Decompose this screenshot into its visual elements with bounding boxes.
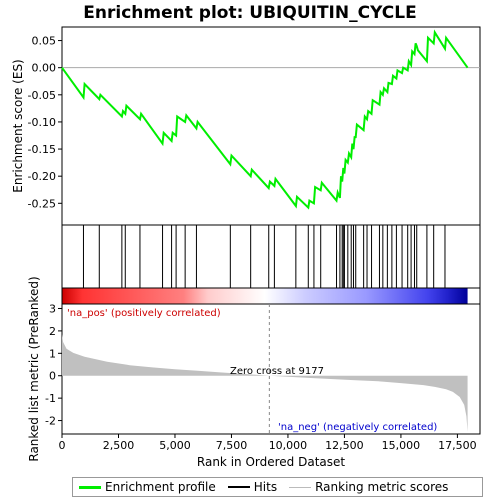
hits-panel xyxy=(61,224,481,289)
es-y-tick-label: -0.15 xyxy=(28,143,56,156)
x-tick-label: 10,000 xyxy=(269,439,308,452)
hit-lines xyxy=(82,225,446,288)
legend-swatch-hits xyxy=(227,486,250,488)
x-tick-label: 0 xyxy=(59,439,66,452)
legend-swatch-enrichment xyxy=(79,485,101,489)
metric-y-ticks: 3 2 1 0 -1 -2 xyxy=(45,302,62,428)
x-ticks: 0 2,500 5,000 7,500 10,000 12,500 15,000 17,500 xyxy=(59,434,477,452)
legend-label-hits: Hits xyxy=(253,480,278,494)
legend-item-enrichment: Enrichment profile xyxy=(79,480,216,494)
x-axis-label: Rank in Ordered Dataset xyxy=(197,455,345,469)
enrichment-profile-line xyxy=(61,29,469,210)
es-y-tick-label: 0.00 xyxy=(32,62,57,75)
chart-title: Enrichment plot: UBIQUITIN_CYCLE xyxy=(83,3,416,23)
legend-item-hits: Hits xyxy=(227,480,278,494)
x-tick-label: 2,500 xyxy=(103,439,135,452)
x-tick-label: 5,000 xyxy=(159,439,191,452)
x-tick-label: 15,000 xyxy=(382,439,421,452)
zero-cross-label: Zero cross at 9177 xyxy=(230,366,324,377)
es-y-axis-label: Enrichment score (ES) xyxy=(11,59,25,192)
rank-color-bar xyxy=(61,287,481,305)
metric-y-tick-label: 0 xyxy=(49,370,56,383)
legend-label-enrichment: Enrichment profile xyxy=(105,480,216,494)
hits-panel-frame xyxy=(61,224,481,289)
es-panel-frame xyxy=(61,26,481,226)
metric-y-tick-label: -1 xyxy=(45,392,56,405)
x-tick-label: 7,500 xyxy=(216,439,248,452)
legend-label-ranking: Ranking metric scores xyxy=(315,480,449,494)
metric-panel: 3 2 1 0 -1 -2 0 2,500 5,000 7,500 10,000 12,500 15,… xyxy=(27,276,481,469)
metric-y-axis-label: Ranked list metric (PreRanked) xyxy=(27,276,41,461)
x-tick-label: 12,500 xyxy=(325,439,364,452)
x-tick-label: 17,500 xyxy=(438,439,477,452)
es-y-tick-label: -0.20 xyxy=(28,170,56,183)
neg-correlated-label: 'na_neg' (negatively correlated) xyxy=(278,422,437,433)
metric-y-tick-label: 1 xyxy=(49,347,56,360)
es-y-tick-label: -0.05 xyxy=(28,89,56,102)
color-gradient-strip xyxy=(62,288,468,304)
legend-item-ranking: Ranking metric scores xyxy=(289,480,448,494)
es-panel: 0.05 0.00 -0.05 -0.10 -0.15 -0.20 -0.25 Enrich… xyxy=(11,26,481,226)
es-y-tick-label: 0.05 xyxy=(32,35,57,48)
metric-y-tick-label: 2 xyxy=(49,325,56,338)
pos-correlated-label: 'na_pos' (positively correlated) xyxy=(67,308,221,319)
legend-swatch-ranking xyxy=(289,486,312,488)
es-y-tick-label: -0.25 xyxy=(28,197,56,210)
es-y-tick-label: -0.10 xyxy=(28,116,56,129)
metric-y-tick-label: 3 xyxy=(49,302,56,315)
metric-y-tick-label: -2 xyxy=(45,415,56,428)
legend: Enrichment profile Hits Ranking metric s… xyxy=(72,477,483,497)
es-y-ticks: 0.05 0.00 -0.05 -0.10 -0.15 -0.20 -0.25 xyxy=(28,35,62,210)
